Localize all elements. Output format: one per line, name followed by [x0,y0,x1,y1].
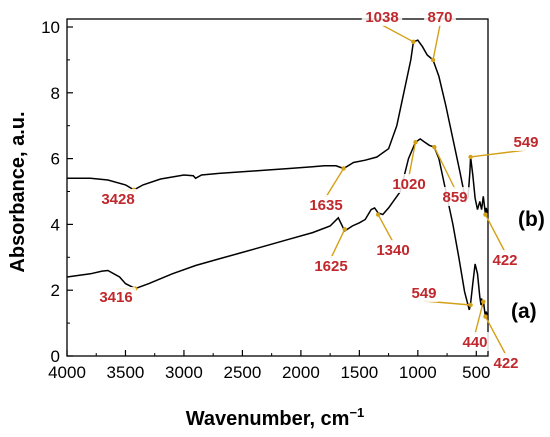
annotation-arrow-tip [375,212,381,217]
annotation-label: 1625 [314,258,347,275]
x-tick-label: 3500 [107,363,145,382]
annotation-arrow [325,168,345,198]
y-axis-title: Absorbance, a.u. [7,111,29,272]
x-tick-label: 4000 [48,363,86,382]
x-axis-title: Wavenumber, cm−1 [186,405,365,430]
x-tick-label: 500 [462,363,490,382]
annotation-arrow-tip [483,314,488,319]
annotation-label-bg [408,283,440,302]
annotation-arrow-tip [411,39,416,45]
annotation-label: 422 [492,252,517,269]
annotation-label-bg [489,250,521,269]
y-tick-label: 4 [51,215,60,234]
annotation-label: 1020 [392,176,425,193]
annotation-label-bg [388,174,430,193]
annotation-label: 440 [462,334,487,351]
annotation-label-bg [305,195,347,214]
y-tick-label: 0 [51,347,60,366]
annotation-label: 859 [442,189,467,206]
annotation-label-bg [424,7,456,26]
y-tick-label: 8 [51,84,60,103]
annotation-arrow-tip [483,212,488,217]
annotation-label-bg [97,189,139,208]
annotation-label: 549 [513,134,538,151]
x-tick-label: 1500 [340,363,378,382]
annotation-arrow [484,214,506,253]
annotation-label: 1038 [365,9,398,26]
annotation-arrow-tip [432,144,437,150]
annotation-label-bg [372,240,414,259]
annotation-label: 3428 [101,191,134,208]
annotation-label: 3416 [99,289,132,306]
annotation-arrow [408,142,417,177]
y-tick-label: 10 [41,18,60,37]
x-tick-label: 1000 [399,363,437,382]
annotation-arrow [474,301,485,335]
annotation-arrow [484,316,507,356]
annotation-arrow [330,229,346,259]
annotation-label: 1635 [309,197,342,214]
annotation-arrow-tip [481,299,486,304]
annotation-arrow [470,149,527,158]
annotation-arrow-tip [468,154,473,160]
y-tick-label: 6 [51,150,60,169]
annotation-label-bg [459,332,491,351]
y-tick-label: 2 [51,281,60,300]
series-label-a: (a) [511,300,537,323]
annotation-label: 549 [411,285,436,302]
annotation-label-bg [439,187,471,206]
annotation-label: 422 [493,355,518,372]
annotation-arrow-tip [468,302,473,308]
annotation-arrow-tip [342,227,347,232]
plot-frame [66,18,489,357]
annotation-label: 1340 [376,242,409,259]
series-line-b [67,39,489,215]
annotation-label-bg [361,7,403,26]
annotation-arrow [433,146,456,190]
annotation-arrow-tip [341,166,346,171]
annotation-arrow-tip [430,57,436,63]
annotation-label: 870 [427,9,452,26]
series-line-a [66,137,488,317]
x-tick-label: 2000 [282,363,320,382]
x-tick-label: 3000 [165,363,203,382]
series-label-b: (b) [518,208,545,231]
annotation-arrow-tip [413,139,418,145]
annotation-label-bg [310,256,352,275]
annotation-label-bg [490,353,522,372]
x-tick-label: 2500 [224,363,262,382]
annotation-arrow [381,24,414,43]
annotation-arrow [432,24,441,61]
annotation-label-bg [510,132,542,151]
annotation-label-bg [95,287,137,306]
annotation-arrow [377,214,394,243]
